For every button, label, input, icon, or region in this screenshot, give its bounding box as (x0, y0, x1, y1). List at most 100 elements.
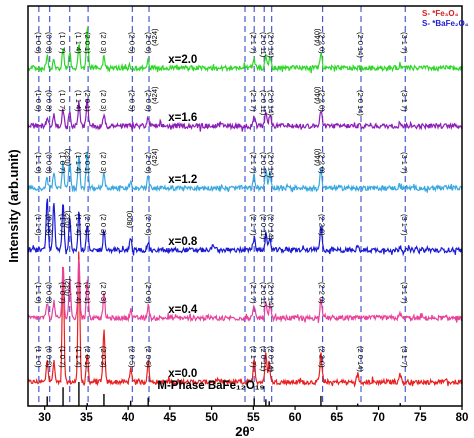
peak-annotation-x=0.8-4: (2 0 1) (83, 214, 92, 236)
secondary-marker-2: (424) (150, 86, 159, 104)
peak-annotation-x=0.8-3: (1 1 4) (74, 214, 83, 236)
peak-annotation-x=0.8-2: (1 0 7) (58, 214, 67, 236)
peak-annotation-x=0.0-4: (2 0 1) (83, 346, 92, 368)
peak-annotation-x=1.6-7: (2 0 6) (144, 90, 153, 112)
peak-annotation-x=0.8-8: (2 0 11) (259, 214, 268, 240)
reference-dashed-lines (38, 6, 406, 406)
peak-annotation-x=1.6-3: (1 1 4) (74, 90, 83, 112)
peak-annotation-x=0.0-8: (2 1 7) (249, 346, 258, 368)
peak-annotations: (1 1 0) (0 0 8) (1 0 7) (1 1 4) (2 0 1) (2 0 … (34, 28, 409, 372)
peak-annotation-x=2.0-7: (2 0 6) (144, 32, 153, 54)
peak-annotation-x=0.4-7: (2 1 7) (249, 282, 258, 304)
peak-annotation-x=1.2-8: (2 0 11) (259, 152, 268, 178)
peak-annotation-x=2.0-6: (2 0 5) (127, 32, 136, 54)
peak-annotation-x=1.6-9: (2 0 11) (259, 90, 268, 116)
secondary-marker-0: (424) (150, 28, 159, 46)
x-tick-label-0: 30 (38, 412, 51, 424)
peak-annotation-x=2.0-4: (2 0 1) (83, 32, 92, 54)
series-label-x=0.0: x=0.0 (168, 368, 197, 380)
peak-annotation-x=0.8-9: (2 0 14) (267, 214, 276, 240)
series-line-x=1.2 (27, 151, 463, 193)
x-tick-label-3: 45 (163, 412, 176, 424)
peak-annotation-x=2.0-0: (1 0 6) (34, 32, 43, 54)
peak-annotation-x=1.2-6: (2 0 6) (144, 152, 153, 174)
peak-annotation-x=1.6-10: (2 0 14) (267, 90, 276, 116)
x-tick-label-8: 70 (372, 412, 385, 424)
secondary-marker-1: (440) (313, 28, 322, 46)
peak-annotation-x=0.8-0: (1 1 0) (34, 214, 43, 236)
peak-annotation-x=0.4-0: (1 1 0) (34, 282, 43, 304)
secondary-marker-4: (424) (150, 148, 159, 166)
peak-annotation-x=0.0-9: (2 0 11) (259, 346, 268, 372)
peak-annotation-x=0.0-1: (0 0 8) (45, 346, 54, 368)
peak-annotation-x=0.4-2: (1 0 7) (58, 282, 67, 304)
series-line-x=0.0 (27, 251, 463, 388)
x-tick-label-6: 60 (289, 412, 302, 424)
peak-annotation-x=0.4-1: (0 0 8) (45, 282, 54, 304)
series-label-x=1.2: x=1.2 (168, 174, 197, 186)
peak-annotation-x=1.6-8: (2 1 7) (249, 90, 258, 112)
peak-annotation-x=0.4-10: (2 2 0) (318, 282, 327, 304)
legend-entry-0: S- *Fe₃O₄ (422, 9, 459, 18)
x-tick-label-1: 35 (80, 412, 93, 424)
peak-annotation-x=0.8-10: (2 2 0) (318, 214, 327, 236)
peak-annotation-x=0.8-5: (2 0 3) (99, 214, 108, 236)
peak-annotation-x=2.0-10: (2 0 14) (267, 32, 276, 58)
series-label-x=1.6: x=1.6 (168, 112, 197, 124)
series-line-x=2.0 (27, 27, 463, 74)
series-line-x=0.4 (27, 259, 463, 323)
peak-annotation-x=1.6-12: (2 0 14) (356, 90, 365, 116)
peak-annotation-x=2.0-8: (2 1 7) (249, 32, 258, 54)
peak-annotation-x=0.0-13: (3 1 7) (400, 346, 409, 368)
x-tick-label-2: 40 (122, 412, 135, 424)
series-line-x=1.6 (27, 98, 463, 132)
peak-annotation-x=0.0-11: (2 2 0) (318, 346, 327, 368)
axes: 30 35 40 45 50 55 60 65 70 75 80 2θ° Intensity (arb.… (6, 149, 468, 438)
peak-annotation-x=1.2-7: (2 1 7) (249, 152, 258, 174)
peak-annotation-x=0.0-10: (2 0 14) (267, 346, 276, 372)
secondary-marker-5: (440) (313, 148, 322, 166)
secondary-marker-3: (440) (313, 86, 322, 104)
peak-annotation-x=2.0-3: (1 1 4) (74, 32, 83, 54)
peak-annotation-x=0.0-7: (2 0 6) (144, 346, 153, 368)
secondary-marker-6: (032) (63, 148, 72, 166)
peak-annotation-x=1.6-6: (2 0 5) (127, 90, 136, 112)
peak-annotation-x=2.0-12: (2 0 14) (356, 32, 365, 58)
x-tick-label-7: 65 (330, 412, 343, 424)
peak-annotation-x=1.2-0: (1 1 0) (34, 152, 43, 174)
secondary-marker-8: (800) (125, 210, 134, 228)
peak-annotation-x=2.0-9: (2 0 11) (259, 32, 268, 58)
peak-annotation-x=2.0-13: (3 1 7) (400, 32, 409, 54)
peak-annotation-x=2.0-11: (2 2 0) (318, 32, 327, 54)
peak-annotation-x=0.8-11: (3 1 7) (400, 214, 409, 236)
peak-annotation-x=0.8-7: (2 1 7) (249, 214, 258, 236)
peak-annotation-x=2.0-1: (0 0 8) (45, 32, 54, 54)
peak-annotation-x=1.2-3: (1 1 4) (74, 152, 83, 174)
peak-annotation-x=1.6-4: (2 0 1) (83, 90, 92, 112)
peak-annotation-x=0.4-11: (3 1 7) (400, 282, 409, 304)
peak-annotation-x=0.8-6: (2 0 6) (144, 214, 153, 236)
peak-annotation-x=1.6-1: (0 0 8) (45, 90, 54, 112)
peak-annotation-x=0.4-9: (2 0 14) (267, 282, 276, 308)
series-line-x=0.8 (27, 198, 463, 257)
peak-annotation-x=2.0-5: (2 0 3) (99, 32, 108, 54)
peak-annotation-x=1.2-9: (2 0 14) (267, 152, 276, 178)
x-tick-label-10: 80 (456, 412, 469, 424)
peak-annotation-x=1.2-2: (1 0 7) (58, 152, 67, 174)
plot-border (27, 5, 463, 407)
xrd-series-layer: x=0.0 x=0.4 x=0.8 x=1.2 x=1.6 x=2.0 (27, 27, 463, 388)
peak-annotation-x=1.6-0: (1 0 6) (34, 90, 43, 112)
peak-annotation-x=0.4-5: (2 0 3) (99, 282, 108, 304)
peak-annotation-x=1.6-11: (2 2 0) (318, 90, 327, 112)
series-label-x=0.4: x=0.4 (168, 304, 198, 316)
peak-annotation-x=0.0-6: (2 0 5) (127, 346, 136, 368)
reference-label: M-Phase BaFe₁₂O₁₉ (157, 380, 264, 392)
peak-annotation-x=0.0-0: (1 1 0) (34, 346, 43, 368)
peak-annotation-x=0.0-5: (2 0 3) (99, 346, 108, 368)
reference-pattern: M-Phase BaFe₁₂O₁₉ (46, 380, 401, 406)
plot-frame (27, 5, 463, 407)
peak-annotation-x=0.4-4: (2 0 1) (83, 282, 92, 304)
secondary-marker-9: (032) (63, 278, 72, 296)
